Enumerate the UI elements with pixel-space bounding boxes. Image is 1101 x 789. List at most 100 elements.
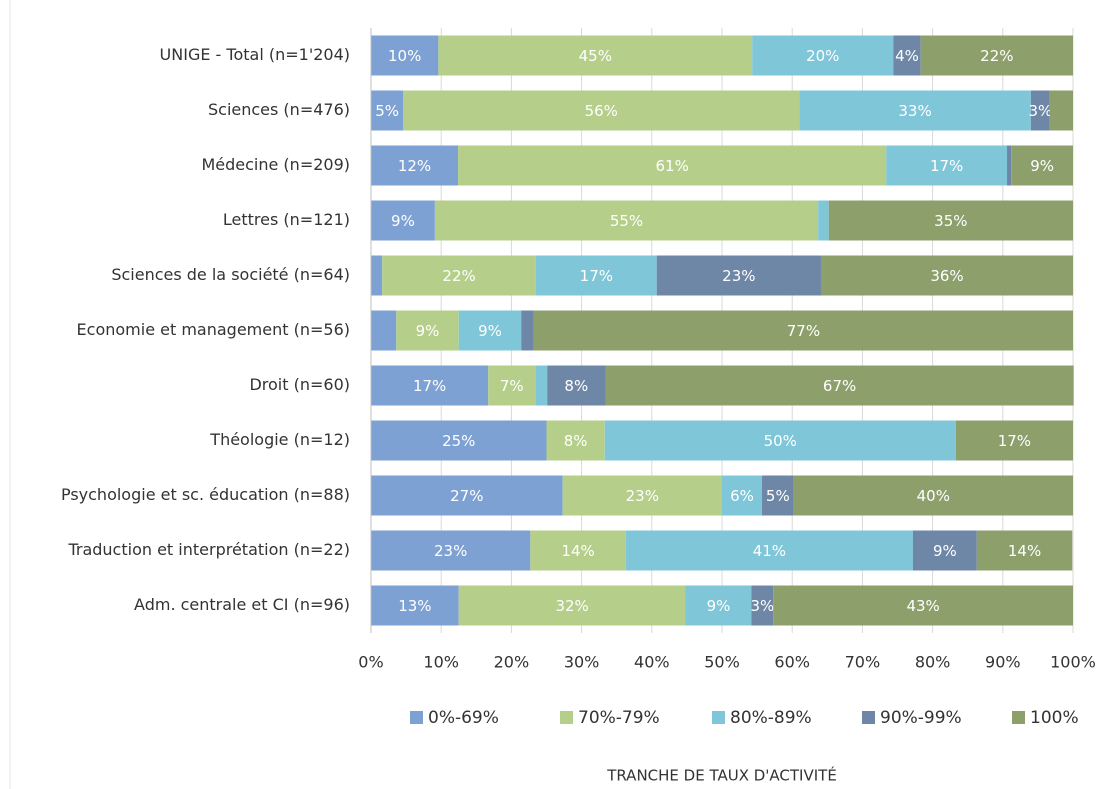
bar-segment	[458, 585, 686, 626]
bar-segment	[562, 475, 722, 516]
x-tick-label: 20%	[494, 653, 530, 672]
bar-segment	[625, 530, 913, 571]
data-label: 10%	[388, 47, 421, 65]
bar-segment	[521, 310, 534, 351]
bar-segment	[656, 255, 821, 296]
data-label: 40%	[917, 487, 950, 505]
bar-segment	[371, 35, 439, 76]
data-label: 17%	[930, 157, 963, 175]
bar-segment	[920, 35, 1073, 76]
bar-segment	[976, 530, 1073, 571]
bar-segment	[685, 585, 752, 626]
data-label: 67%	[823, 377, 856, 395]
bar-segment	[604, 420, 956, 461]
bar-segment	[371, 255, 383, 296]
x-tick-label: 0%	[358, 653, 383, 672]
bar-segment	[403, 90, 800, 131]
legend-swatch	[1012, 711, 1025, 724]
data-label: 6%	[730, 487, 754, 505]
y-tick-label: Théologie (n=12)	[209, 430, 350, 449]
x-tick-label: 90%	[985, 653, 1021, 672]
data-label: 23%	[626, 487, 659, 505]
data-label: 14%	[561, 542, 594, 560]
data-label: 23%	[722, 267, 755, 285]
data-label: 33%	[898, 102, 931, 120]
data-label: 7%	[500, 377, 524, 395]
bar-segment	[547, 365, 606, 406]
data-label: 27%	[450, 487, 483, 505]
bar-segment	[762, 475, 794, 516]
x-tick-label: 60%	[774, 653, 810, 672]
data-label: 5%	[766, 487, 790, 505]
legend-swatch	[560, 711, 573, 724]
legend-swatch	[410, 711, 423, 724]
data-label: 9%	[478, 322, 502, 340]
y-tick-label: Economie et management (n=56)	[77, 320, 350, 339]
legend-label: 90%-99%	[880, 708, 962, 728]
data-label: 45%	[579, 47, 612, 65]
legend-label: 80%-89%	[730, 708, 812, 728]
y-tick-label: Sciences de la société (n=64)	[111, 265, 350, 284]
legend-swatch	[862, 711, 875, 724]
data-label: 9%	[707, 597, 731, 615]
data-label: 61%	[655, 157, 688, 175]
bar-segment	[458, 310, 522, 351]
data-label: 3%	[750, 597, 774, 615]
data-label: 9%	[1030, 157, 1054, 175]
bar-segment	[488, 365, 536, 406]
data-label: 9%	[416, 322, 440, 340]
bar-segment	[1030, 90, 1050, 131]
legend-label: 0%-69%	[428, 708, 499, 728]
y-tick-label: Droit (n=60)	[249, 375, 350, 394]
bar-segment	[799, 90, 1031, 131]
data-label: 17%	[413, 377, 446, 395]
x-tick-label: 30%	[564, 653, 600, 672]
bar-segment	[773, 585, 1073, 626]
bar-segment	[371, 585, 459, 626]
bar-segment	[371, 310, 397, 351]
bar-segment	[533, 310, 1073, 351]
data-label: 9%	[933, 542, 957, 560]
data-label: 14%	[1008, 542, 1041, 560]
data-label: 35%	[934, 212, 967, 230]
x-tick-label: 10%	[423, 653, 459, 672]
bar-segment	[458, 145, 887, 186]
y-tick-label: Adm. centrale et CI (n=96)	[134, 595, 350, 614]
data-label: 32%	[555, 597, 588, 615]
bar-segment	[438, 35, 753, 76]
data-label: 55%	[610, 212, 643, 230]
x-tick-label: 50%	[704, 653, 740, 672]
data-label: 22%	[442, 267, 475, 285]
bar-segment	[955, 420, 1073, 461]
bar-segment	[828, 200, 1073, 241]
bar-segment	[751, 585, 774, 626]
data-label: 12%	[398, 157, 431, 175]
bar-segment	[371, 475, 563, 516]
bar-segment	[371, 420, 547, 461]
bar-segment	[371, 145, 459, 186]
bar-segment	[820, 255, 1073, 296]
data-label: 77%	[787, 322, 820, 340]
data-label: 23%	[434, 542, 467, 560]
data-label: 20%	[806, 47, 839, 65]
x-tick-label: 70%	[845, 653, 881, 672]
y-tick-label: Traduction et interprétation (n=22)	[67, 540, 350, 559]
bar-segment	[371, 365, 489, 406]
data-label: 5%	[375, 102, 399, 120]
bar-segment	[1011, 145, 1073, 186]
data-label: 9%	[391, 212, 415, 230]
bar-segment	[371, 200, 435, 241]
bar-segment	[371, 90, 404, 131]
bar-segment	[912, 530, 977, 571]
legend-label: 70%-79%	[578, 708, 660, 728]
bar-segment	[886, 145, 1008, 186]
data-label: 25%	[442, 432, 475, 450]
data-label: 50%	[764, 432, 797, 450]
bar-segment	[893, 35, 921, 76]
data-label: 17%	[998, 432, 1031, 450]
y-tick-label: Sciences (n=476)	[208, 100, 350, 119]
y-tick-label: Médecine (n=209)	[201, 155, 350, 174]
bar-segment	[605, 365, 1074, 406]
bar-segment	[396, 310, 459, 351]
